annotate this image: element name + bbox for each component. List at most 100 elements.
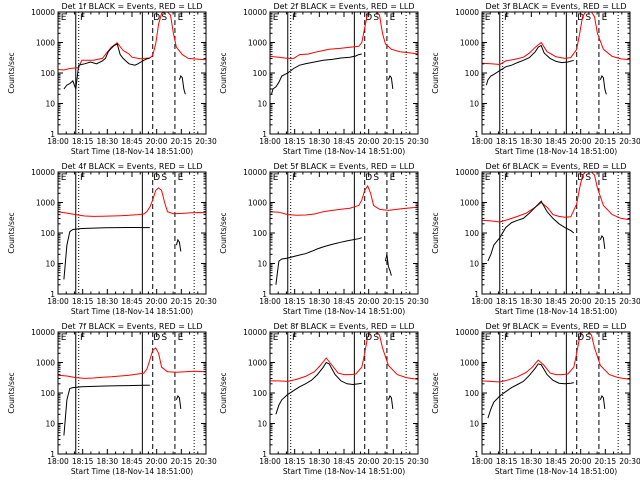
events-series-line <box>487 363 574 419</box>
x-tick-label: 18:30 <box>97 137 119 146</box>
y-tick-label: 10000 <box>243 168 267 177</box>
flag-label: E <box>61 13 67 23</box>
y-tick-label: 1000 <box>248 39 267 48</box>
x-tick-label: 18:45 <box>121 297 143 306</box>
x-tick-label: 18:15 <box>496 137 518 146</box>
flag-label: S <box>373 13 379 23</box>
events-series-line <box>275 361 362 415</box>
events-series-line <box>487 200 575 262</box>
y-tick-label: 100 <box>41 69 56 78</box>
y-axis-label: Counts/sec <box>219 372 228 413</box>
x-tick-label: 18:15 <box>496 297 518 306</box>
x-tick-label: 18:30 <box>309 457 331 466</box>
events-series-line <box>63 384 150 436</box>
panel-title: Det 3f BLACK = Events, RED = LLD <box>485 2 626 11</box>
x-tick-label: 20:30 <box>407 137 429 146</box>
flag-label: E <box>485 13 491 23</box>
y-tick-label: 100 <box>465 229 480 238</box>
x-tick-label: 20:00 <box>358 137 380 146</box>
x-tick-label: 18:00 <box>471 457 493 466</box>
flag-label: E <box>61 173 67 183</box>
x-tick-label: 18:15 <box>284 457 306 466</box>
flag-label: E <box>602 173 608 183</box>
flag-label: S <box>161 13 167 23</box>
y-tick-label: 100 <box>41 389 56 398</box>
x-tick-label: 18:15 <box>72 297 94 306</box>
panel-det-4: Det 4f BLACK = Events, RED = LLD Counts/s… <box>7 162 217 316</box>
flag-label: E <box>178 13 184 23</box>
flag-label: E <box>485 173 491 183</box>
y-tick-label: 1 <box>50 290 55 299</box>
flag-label: D <box>365 13 372 23</box>
y-tick-label: 10000 <box>31 328 55 337</box>
flag-label: E <box>485 333 491 343</box>
x-tick-label: 20:15 <box>595 137 617 146</box>
flag-label: E <box>390 173 396 183</box>
x-tick-label: 20:30 <box>195 457 217 466</box>
y-tick-label: 10 <box>45 420 55 429</box>
events-series-line <box>63 43 150 90</box>
x-tick-label: 20:30 <box>195 137 217 146</box>
x-tick-label: 20:00 <box>570 297 592 306</box>
x-axis-label: Start Time (18-Nov-14 18:51:00) <box>495 307 617 316</box>
flag-label: F <box>504 173 509 183</box>
y-tick-label: 10 <box>257 420 267 429</box>
panel-title: Det 6f BLACK = Events, RED = LLD <box>485 162 626 171</box>
flag-label: S <box>373 173 379 183</box>
axes-frame <box>57 331 207 455</box>
flag-label: E <box>602 13 608 23</box>
events-series-tail <box>384 254 392 276</box>
axes-frame <box>269 171 419 295</box>
flag-label: D <box>577 13 584 23</box>
y-tick-label: 100 <box>465 69 480 78</box>
x-tick-label: 18:45 <box>121 457 143 466</box>
lld-series-line <box>57 11 207 71</box>
x-tick-label: 18:45 <box>333 457 355 466</box>
y-tick-label: 100 <box>41 229 56 238</box>
y-tick-label: 10000 <box>455 328 479 337</box>
x-tick-label: 20:15 <box>383 137 405 146</box>
axes-frame <box>269 11 419 135</box>
y-tick-label: 10000 <box>31 8 55 17</box>
lld-series-line <box>270 331 419 382</box>
x-tick-label: 18:30 <box>521 297 543 306</box>
y-tick-label: 1000 <box>460 359 479 368</box>
y-tick-label: 1000 <box>460 39 479 48</box>
x-tick-label: 18:00 <box>47 137 69 146</box>
x-tick-label: 18:15 <box>72 457 94 466</box>
flag-label: F <box>80 173 85 183</box>
x-axis-label: Start Time (18-Nov-14 18:51:00) <box>283 467 405 476</box>
x-tick-label: 18:15 <box>496 457 518 466</box>
events-series-tail <box>599 75 607 95</box>
x-tick-label: 20:30 <box>407 297 429 306</box>
flag-label: S <box>585 333 591 343</box>
x-tick-label: 18:15 <box>284 137 306 146</box>
events-series-line <box>275 237 362 285</box>
flag-label: E <box>390 333 396 343</box>
flag-label: D <box>577 333 584 343</box>
panel-det-3: Det 3f BLACK = Events, RED = LLD Counts/s… <box>431 2 640 156</box>
y-tick-label: 100 <box>253 389 268 398</box>
y-tick-label: 1 <box>262 290 267 299</box>
y-tick-label: 10000 <box>243 8 267 17</box>
events-series-tail <box>175 238 182 252</box>
x-tick-label: 20:15 <box>595 457 617 466</box>
y-tick-label: 1000 <box>248 199 267 208</box>
panel-det-8: Det 8f BLACK = Events, RED = LLD Counts/s… <box>219 322 429 476</box>
panel-title: Det 1f BLACK = Events, RED = LLD <box>61 2 202 11</box>
y-tick-label: 100 <box>253 229 268 238</box>
y-tick-label: 100 <box>253 69 268 78</box>
x-tick-label: 18:00 <box>471 137 493 146</box>
x-tick-label: 18:30 <box>309 297 331 306</box>
flag-label: D <box>365 173 372 183</box>
x-axis-label: Start Time (18-Nov-14 18:51:00) <box>495 147 617 156</box>
y-tick-label: 10000 <box>455 168 479 177</box>
x-axis-label: Start Time (18-Nov-14 18:51:00) <box>71 147 193 156</box>
flag-label: F <box>292 13 297 23</box>
x-tick-label: 20:15 <box>171 137 193 146</box>
flag-label: E <box>390 13 396 23</box>
lld-series-line <box>57 187 207 217</box>
flag-label: F <box>80 13 85 23</box>
x-tick-label: 18:00 <box>259 137 281 146</box>
